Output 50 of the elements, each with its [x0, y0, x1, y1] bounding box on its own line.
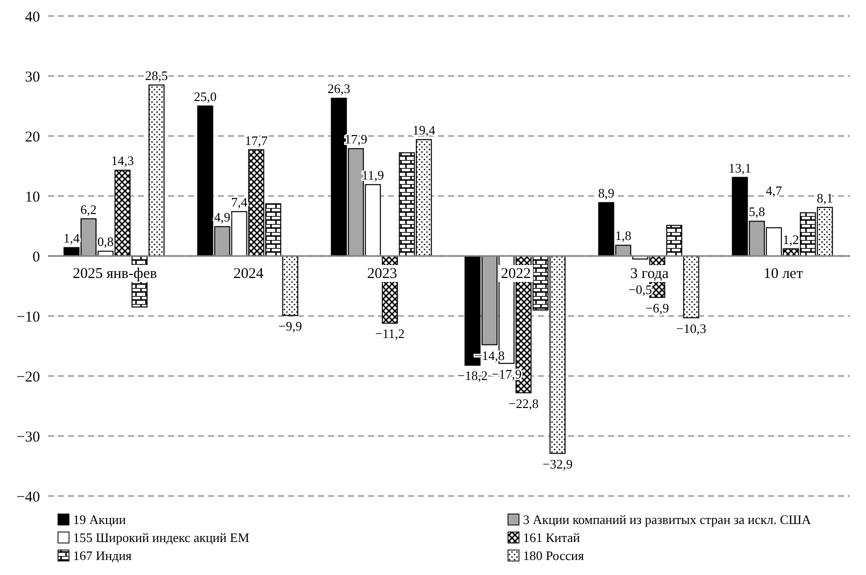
data-label: 4,7 — [766, 182, 782, 198]
legend-label: 3 Акции компаний из развитых стран за искл. США — [523, 512, 812, 527]
legend-label: 155 Широкий индекс акций EM — [73, 530, 250, 545]
data-label: 0,8 — [97, 234, 114, 250]
data-label: 7,4 — [231, 194, 248, 210]
y-tick-label: −30 — [16, 429, 40, 446]
data-label: −18,2 — [457, 368, 488, 384]
y-tick-label: 30 — [25, 69, 40, 86]
y-tick-label: 0 — [32, 249, 40, 266]
x-tick-label: 2023 — [367, 266, 398, 282]
data-label: 13,1 — [728, 160, 752, 176]
data-label: 1,4 — [63, 230, 80, 246]
bar — [282, 256, 298, 316]
data-label: 8,1 — [816, 190, 833, 206]
data-label: −22,8 — [508, 396, 539, 411]
y-tick-label: 10 — [25, 189, 40, 206]
y-tick-label: −40 — [16, 489, 40, 506]
data-label: 8,9 — [598, 186, 614, 201]
data-label: −9,9 — [278, 318, 302, 334]
data-label: 26,3 — [328, 81, 350, 96]
data-label: 28,5 — [145, 68, 168, 83]
data-label: −10,3 — [676, 320, 706, 336]
x-tick-label: 10 лет — [763, 266, 804, 282]
data-label: −11,2 — [375, 326, 405, 342]
bar — [148, 84, 165, 256]
legend-label: 180 Россия — [523, 548, 584, 563]
data-label: 25,0 — [194, 89, 217, 104]
bar — [666, 224, 682, 256]
data-label: −6,9 — [645, 300, 670, 316]
legend-label: 19 Акции — [73, 512, 126, 527]
x-tick-label: 2024 — [234, 266, 264, 282]
data-label: 14,3 — [111, 153, 134, 168]
legend-label: 167 Индия — [73, 548, 132, 563]
data-label: −32,9 — [542, 456, 573, 472]
data-label: 19,4 — [412, 122, 436, 138]
data-label: 6,2 — [80, 202, 97, 217]
y-tick-label: −10 — [16, 309, 40, 326]
x-tick-label: 3 года — [630, 266, 670, 282]
data-label: 1,8 — [615, 228, 632, 244]
data-label: 4,9 — [214, 210, 230, 225]
data-label: 17,7 — [244, 132, 268, 148]
y-tick-label: −20 — [16, 369, 40, 386]
y-tick-label: 40 — [25, 9, 40, 26]
legend-label: 161 Китай — [523, 530, 580, 545]
data-label: 1,2 — [782, 232, 799, 247]
data-label: 5,8 — [748, 204, 765, 220]
x-tick-label: 2025 янв-фев — [72, 266, 157, 282]
x-tick-label: 2022 — [500, 266, 531, 282]
bar — [683, 256, 700, 318]
y-tick-label: 20 — [25, 129, 40, 146]
